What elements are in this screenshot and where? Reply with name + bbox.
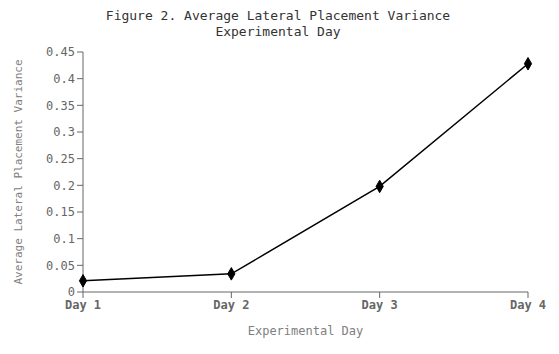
svg-text:Day 3: Day 3: [362, 298, 398, 312]
svg-text:0.15: 0.15: [46, 205, 75, 219]
svg-text:Day 4: Day 4: [510, 298, 546, 312]
svg-text:Day 2: Day 2: [213, 298, 249, 312]
svg-text:0.05: 0.05: [46, 259, 75, 273]
svg-text:Day 1: Day 1: [65, 298, 101, 312]
svg-text:0: 0: [68, 285, 75, 299]
svg-text:0.35: 0.35: [46, 99, 75, 113]
svg-text:Average Lateral Placement Vari: Average Lateral Placement Variance: [12, 59, 25, 284]
svg-text:0.4: 0.4: [53, 72, 75, 86]
svg-text:0.2: 0.2: [53, 179, 75, 193]
svg-text:Experimental Day: Experimental Day: [248, 324, 364, 338]
html-text:Figure 2. Average Lateral Plac: Figure 2. Average Lateral Placement Vari…: [105, 8, 451, 23]
svg-text:0.1: 0.1: [53, 232, 75, 246]
svg-text:0.45: 0.45: [46, 45, 75, 59]
svg-text:0.3: 0.3: [53, 125, 75, 139]
svg-text:0.25: 0.25: [46, 152, 75, 166]
html-text:Experimental Day: Experimental Day: [215, 24, 341, 39]
